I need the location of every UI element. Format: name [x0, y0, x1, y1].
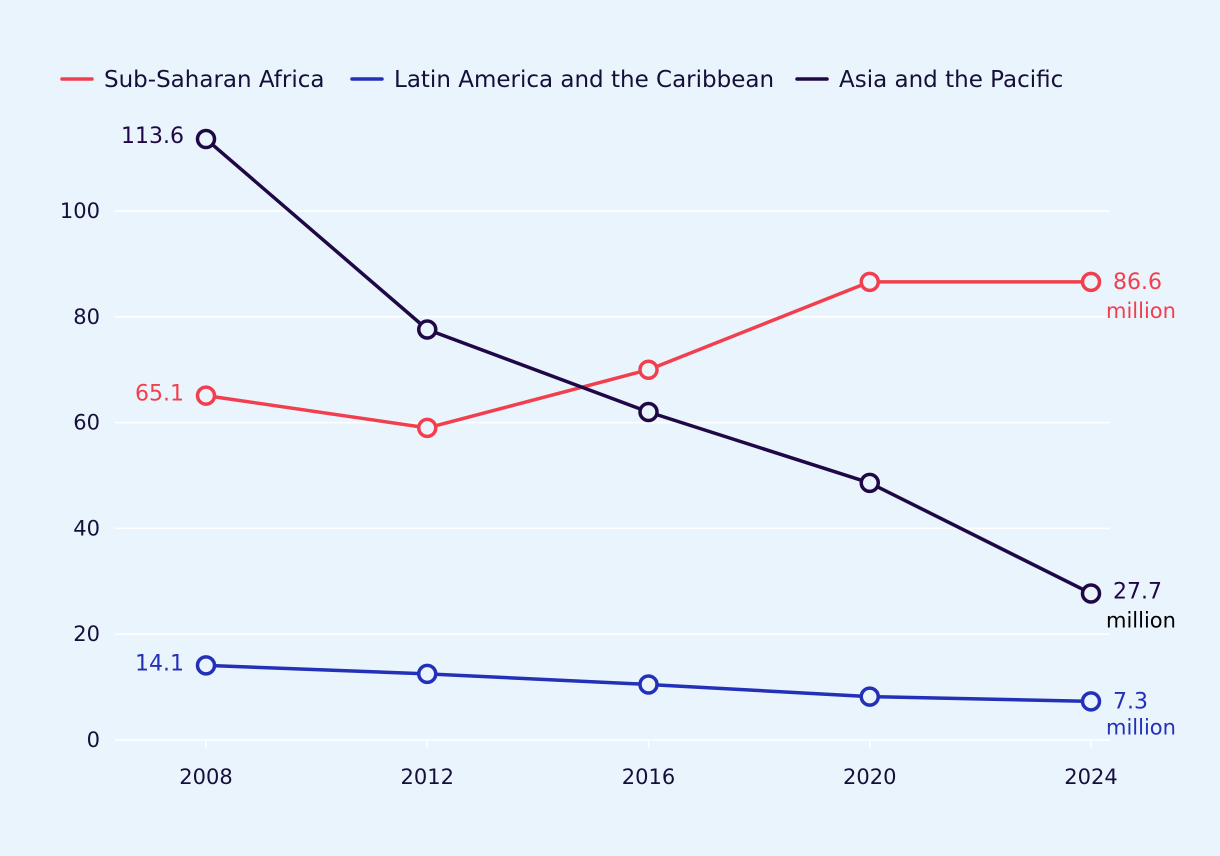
series-0: [195, 271, 1102, 439]
start-value-label: 14.1: [135, 651, 184, 676]
legend-item: Latin America and the Caribbean: [350, 67, 774, 93]
data-point: [638, 401, 659, 423]
data-point: [417, 319, 438, 340]
y-tick-label: 20: [73, 622, 100, 646]
end-unit-label: million: [1106, 608, 1176, 632]
data-point: [195, 655, 217, 676]
y-tick-label: 0: [87, 728, 100, 752]
legend-label: Asia and the Pacific: [839, 67, 1063, 93]
data-point: [417, 417, 438, 439]
data-point: [1080, 691, 1102, 712]
data-point: [638, 674, 659, 695]
legend-item: Sub-Saharan Africa: [60, 67, 324, 93]
start-value-label: 65.1: [135, 382, 184, 407]
data-point: [638, 359, 659, 380]
end-value-label: 7.3: [1113, 689, 1148, 714]
chart-legend: Sub-Saharan Africa Latin America and the …: [60, 67, 1063, 93]
series-1: [195, 655, 1102, 712]
legend-label: Sub-Saharan Africa: [104, 67, 324, 93]
y-tick-label: 60: [73, 411, 100, 435]
end-value-label: 27.7: [1113, 579, 1162, 604]
x-tick-label: 2016: [622, 765, 675, 789]
y-tick-label: 40: [73, 516, 100, 540]
data-point: [1080, 271, 1102, 293]
data-point: [859, 686, 880, 707]
gridlines: [115, 210, 1110, 741]
y-axis: 0 20 40 60 80 100: [60, 199, 100, 752]
x-tick-label: 2012: [401, 765, 454, 789]
data-point: [859, 271, 880, 293]
end-value-label: 86.6: [1113, 270, 1162, 295]
end-unit-label: million: [1106, 715, 1176, 739]
x-tick-label: 2020: [843, 765, 896, 789]
data-point: [195, 128, 217, 150]
y-tick-label: 80: [73, 305, 100, 329]
y-tick-label: 100: [60, 199, 100, 223]
data-labels: 65.186.6million14.17.3million113.627.7mi…: [121, 124, 1176, 739]
legend-label: Latin America and the Caribbean: [394, 67, 774, 93]
data-point: [1080, 583, 1102, 604]
x-tick-label: 2024: [1064, 765, 1117, 789]
legend-item: Asia and the Pacific: [795, 67, 1063, 93]
end-unit-label: million: [1106, 299, 1176, 323]
x-axis: 2008 2012 2016 2020 2024: [179, 740, 1118, 789]
series-lines: [195, 128, 1102, 712]
series-2: [195, 128, 1102, 604]
x-tick-label: 2008: [179, 765, 232, 789]
data-point: [195, 385, 217, 406]
start-value-label: 113.6: [121, 124, 184, 149]
data-point: [859, 472, 880, 494]
data-point: [417, 663, 438, 685]
